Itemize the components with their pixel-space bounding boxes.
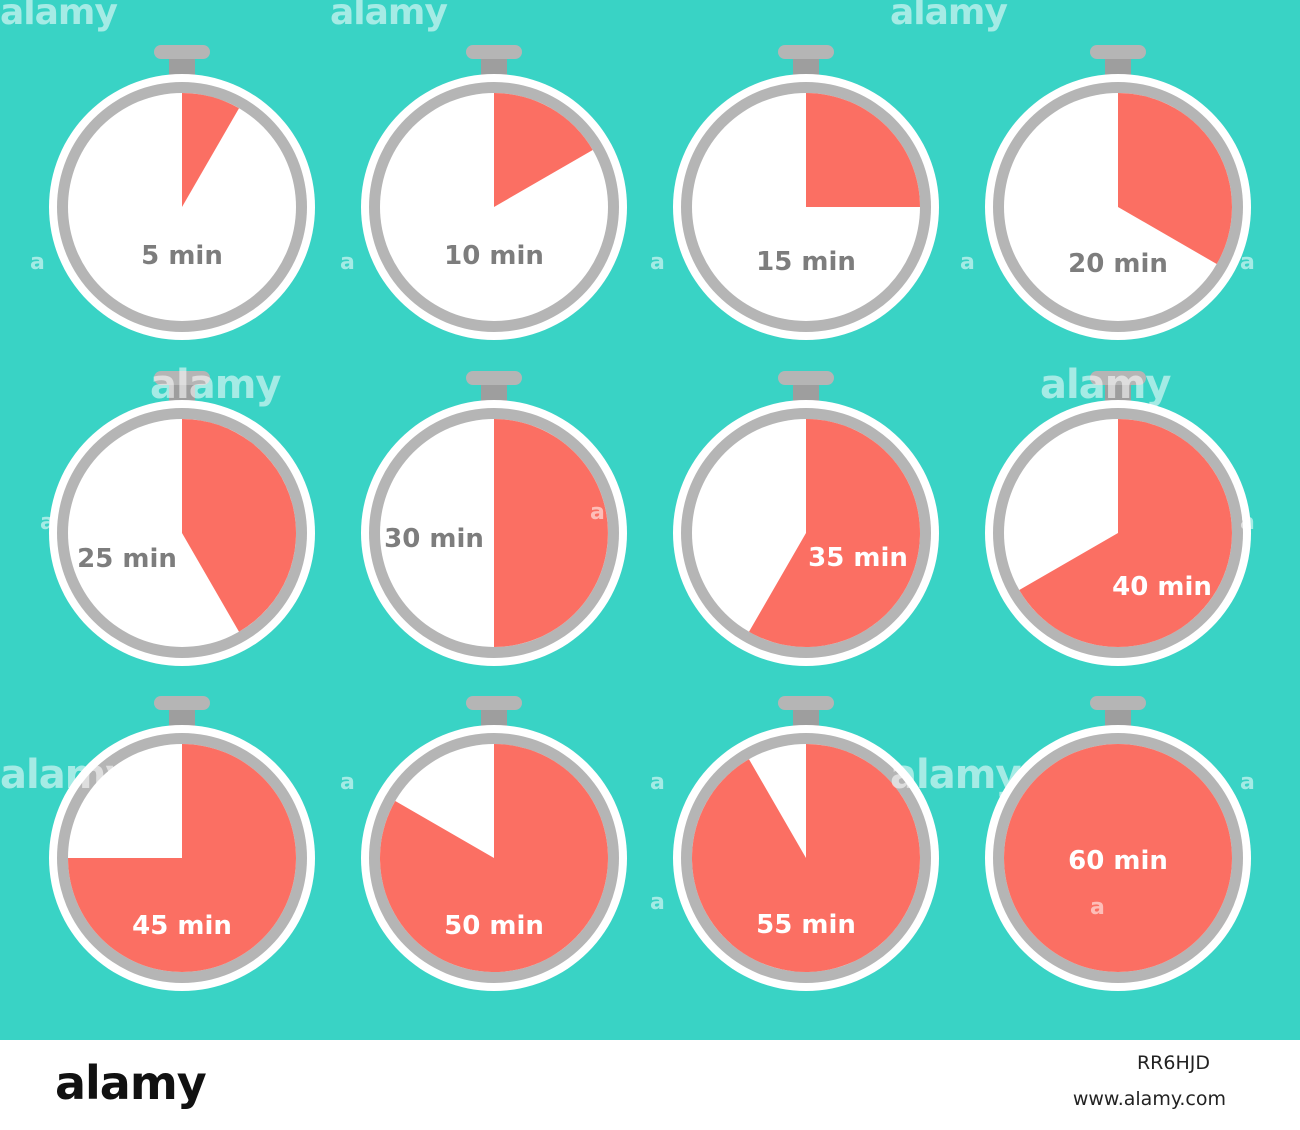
stopwatch-25-min: 25 min <box>49 371 315 666</box>
stopwatch-stem <box>793 55 819 77</box>
elapsed-sector <box>749 419 920 647</box>
elapsed-sector <box>182 419 297 632</box>
elapsed-sector <box>1118 93 1233 264</box>
stopwatch-button <box>466 371 522 385</box>
stopwatch-button <box>466 45 522 59</box>
stopwatch-button <box>154 45 210 59</box>
stopwatch-stem <box>169 381 195 403</box>
watermark-mark: a <box>650 890 665 915</box>
stopwatch-button <box>778 696 834 710</box>
stopwatch-60-min: 60 min <box>985 696 1251 991</box>
image-id: RR6HJD <box>1136 1052 1210 1074</box>
elapsed-sector <box>182 93 239 207</box>
stopwatch-button <box>154 371 210 385</box>
elapsed-sector <box>494 419 608 647</box>
timer-label: 10 min <box>444 241 544 271</box>
stopwatch-40-min: 40 min <box>985 371 1251 666</box>
timer-icon-sheet: 5 min 10 min 15 min 20 min 25 min 30 min 35 mi… <box>0 0 1255 991</box>
timer-label: 45 min <box>132 911 232 941</box>
watermark-mark: a <box>340 250 355 275</box>
stopwatch-stem <box>481 706 507 728</box>
watermark-mark: a <box>1240 510 1255 535</box>
watermark-mark: a <box>40 510 55 535</box>
stopwatch-20-min: 20 min <box>985 45 1251 340</box>
stopwatch-button <box>778 45 834 59</box>
watermark-mark: a <box>650 770 665 795</box>
stopwatch-button <box>1090 45 1146 59</box>
stopwatch-stem <box>481 381 507 403</box>
timer-label: 20 min <box>1068 249 1168 279</box>
stopwatch-15-min: 15 min <box>673 45 939 340</box>
stopwatch-10-min: 10 min <box>361 45 627 340</box>
alamy-logo: alamy <box>55 1056 207 1110</box>
watermark-mark: a <box>1240 770 1255 795</box>
elapsed-sector <box>1019 419 1232 647</box>
stopwatch-button <box>1090 696 1146 710</box>
timer-label: 25 min <box>77 544 177 574</box>
timer-label: 5 min <box>141 241 223 271</box>
watermark-mark: a <box>650 250 665 275</box>
elapsed-sector <box>494 93 593 207</box>
watermark-text: alamy <box>150 362 281 408</box>
timer-label: 30 min <box>384 524 484 554</box>
stopwatch-5-min: 5 min <box>49 45 315 340</box>
stopwatch-stem <box>793 381 819 403</box>
stopwatch-button <box>466 696 522 710</box>
stopwatch-stem <box>793 706 819 728</box>
watermark-text: alamy <box>330 0 448 33</box>
elapsed-sector <box>68 744 296 972</box>
stopwatch-45-min: 45 min <box>49 696 315 991</box>
timer-label: 60 min <box>1068 846 1168 876</box>
watermark-mark: a <box>590 500 605 525</box>
stopwatch-30-min: 30 min <box>361 371 627 666</box>
stopwatch-stem <box>481 55 507 77</box>
stopwatch-55-min: 55 min <box>673 696 939 991</box>
stopwatch-stem <box>1105 55 1131 77</box>
stopwatch-50-min: 50 min <box>361 696 627 991</box>
timer-label: 35 min <box>808 543 908 573</box>
stopwatch-stem <box>1105 381 1131 403</box>
timer-label: 55 min <box>756 910 856 940</box>
timer-label: 40 min <box>1112 572 1212 602</box>
timers-canvas: 5 min 10 min 15 min 20 min 25 min 30 min 35 mi… <box>49 45 1251 991</box>
elapsed-sector <box>1004 744 1232 972</box>
timer-label: 15 min <box>756 247 856 277</box>
website-url: www.alamy.com <box>1072 1088 1226 1110</box>
stopwatch-35-min: 35 min <box>673 371 939 666</box>
watermark-text: alamy <box>890 0 1008 33</box>
watermark-mark: a <box>340 770 355 795</box>
elapsed-sector <box>806 93 920 207</box>
stopwatch-button <box>154 696 210 710</box>
stopwatch-stem <box>169 55 195 77</box>
timer-grid: 5 min 10 min 15 min 20 min 25 min 30 min 35 mi… <box>49 45 1251 991</box>
watermark-mark: a <box>1090 895 1105 920</box>
watermark-text: alamy <box>1040 362 1171 408</box>
stopwatch-stem <box>169 706 195 728</box>
timer-label: 50 min <box>444 911 544 941</box>
watermark-text: alamy <box>890 752 1021 798</box>
elapsed-sector <box>379 744 608 973</box>
stock-footer-bar: alamy RR6HJD www.alamy.com <box>0 1040 1300 1130</box>
watermark-text: alamy <box>0 0 118 33</box>
stopwatch-button <box>1090 371 1146 385</box>
watermark-mark: a <box>1240 250 1255 275</box>
watermark-text: alamy <box>0 752 131 798</box>
stopwatch-button <box>778 371 834 385</box>
watermark-mark: a <box>960 250 975 275</box>
elapsed-sector <box>691 744 920 972</box>
stopwatch-stem <box>1105 706 1131 728</box>
watermark-mark: a <box>30 250 45 275</box>
